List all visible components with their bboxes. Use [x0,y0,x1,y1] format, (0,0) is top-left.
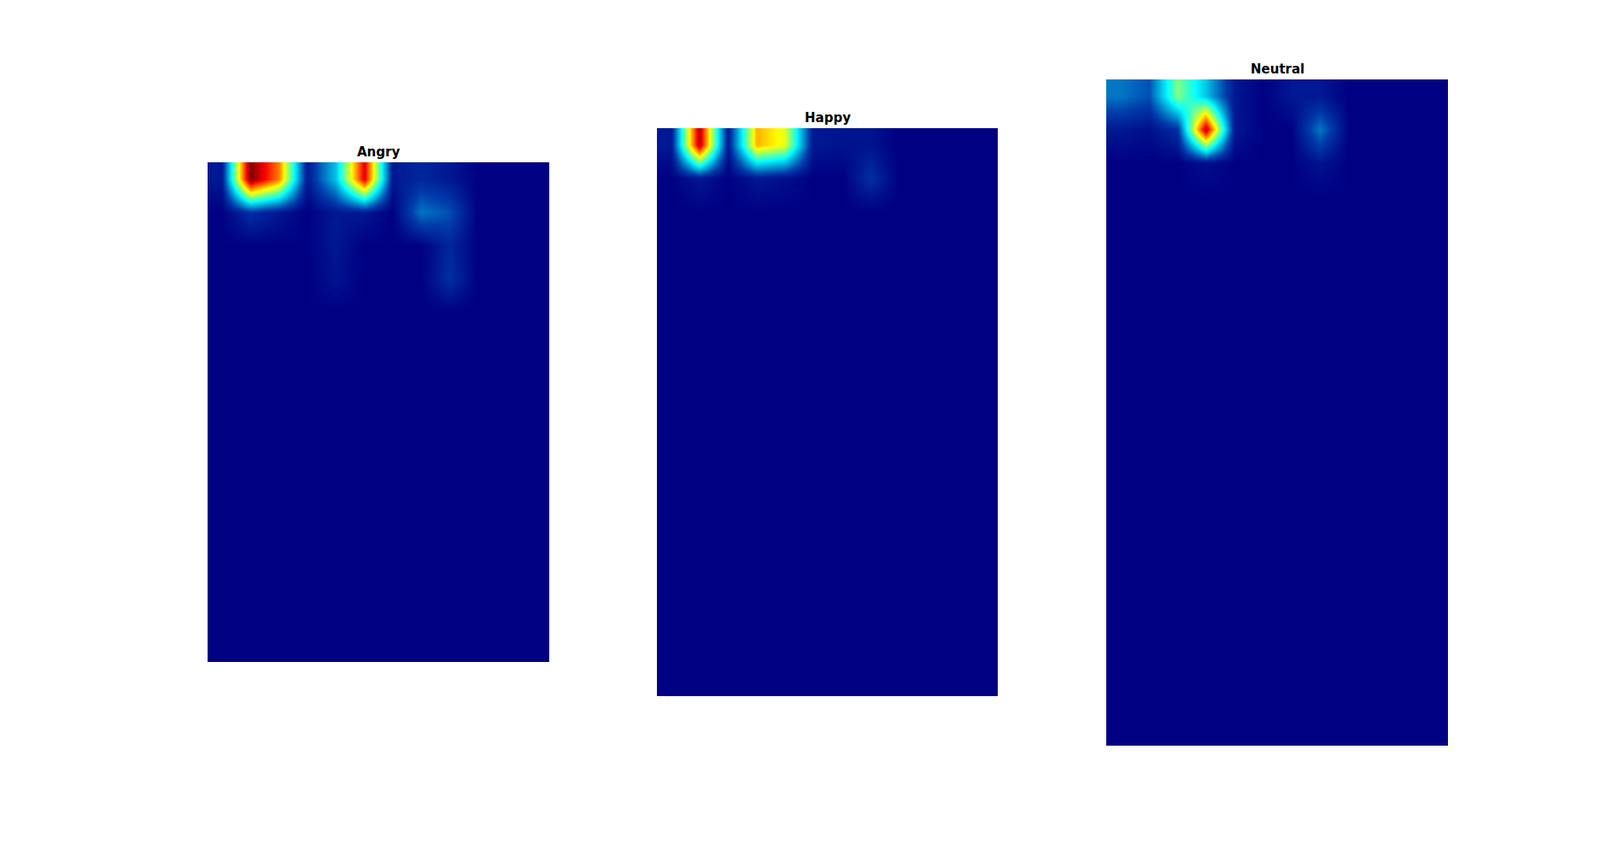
svg-text:Neutral: Neutral [1250,61,1305,77]
svg-text:Angry: Angry [357,144,400,160]
svg-text:Happy: Happy [804,110,851,126]
